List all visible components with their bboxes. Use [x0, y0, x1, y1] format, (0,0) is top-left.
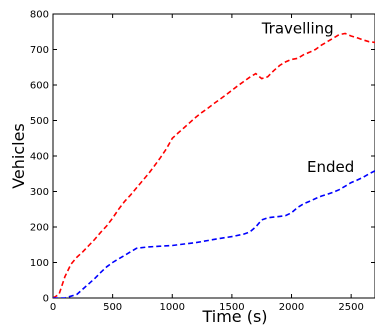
y-tick-label: 600 — [30, 81, 49, 92]
x-axis-label: Time (s) — [201, 307, 267, 326]
y-tick-label: 300 — [30, 187, 49, 198]
x-tick-label: 2000 — [279, 302, 304, 313]
x-tick-label: 0 — [50, 302, 56, 313]
y-tick-label: 0 — [43, 294, 49, 305]
y-tick-label: 400 — [30, 152, 49, 163]
series-annotation-ended: Ended — [307, 158, 354, 176]
y-tick-label: 800 — [30, 10, 49, 21]
x-tick-label: 2500 — [338, 302, 363, 313]
x-tick-label: 1000 — [160, 302, 185, 313]
y-axis-label: Vehicles — [9, 123, 28, 189]
series-annotation-travelling: Travelling — [261, 20, 334, 38]
x-tick-label: 500 — [103, 302, 122, 313]
plot-frame — [52, 13, 375, 299]
series-line-travelling — [53, 32, 375, 298]
y-tick-label: 500 — [30, 116, 49, 127]
x-tick-label: 1500 — [219, 302, 244, 313]
y-tick-label: 700 — [30, 45, 49, 56]
series-line-ended — [53, 170, 375, 298]
y-tick-label: 200 — [30, 223, 49, 234]
y-tick-label: 100 — [30, 258, 49, 269]
